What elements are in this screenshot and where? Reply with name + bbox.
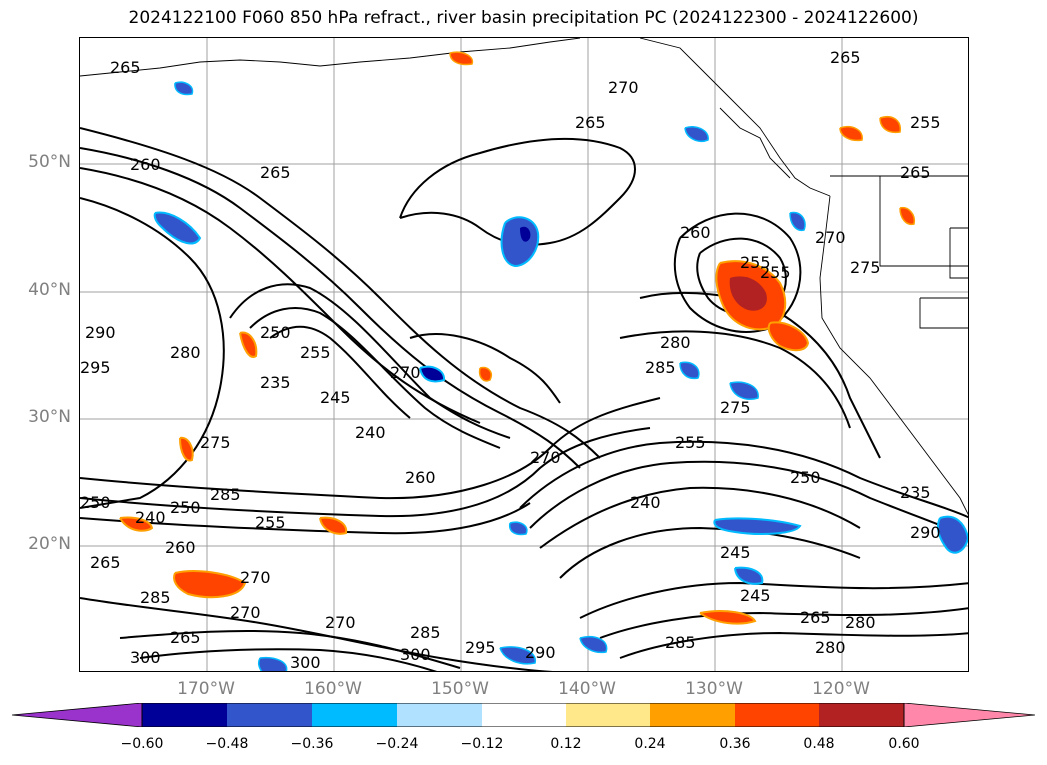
contour-label: 265 [110,58,141,77]
colorbar-tick-label: 0.36 [719,736,751,752]
contour-label: 250 [790,468,821,487]
contour-label: 255 [740,253,771,272]
contour-label: 245 [320,388,351,407]
contour-label: 270 [530,448,561,467]
contour-label: 260 [130,155,161,174]
contour-label: 260 [680,223,711,242]
colorbar-segment [142,703,227,727]
colorbar [12,703,1035,727]
contour-label: 255 [675,433,706,452]
colorbar-extend-low [12,703,143,727]
lon-label: 170°W [177,679,235,699]
lon-label: 160°W [304,679,362,699]
contour-label: 270 [390,363,421,382]
map-panel[interactable]: 265 270 265 260 265 255 250 270 280 265 … [79,37,969,672]
contour-label: 265 [90,553,121,572]
precip-patches [119,51,968,671]
contour-label: 265 [800,608,831,627]
contour-label: 240 [630,493,661,512]
colorbar-tick-label: −0.36 [290,736,334,752]
contour-label: 275 [720,398,751,417]
lat-label: 20°N [28,534,71,554]
contour-label: 260 [165,538,196,557]
contour-label: 260 [405,468,436,487]
colorbar-tick-label: 0.60 [888,736,920,752]
contour-label: 250 [260,323,291,342]
contour-label: 285 [210,485,241,504]
contour-label: 275 [200,433,231,452]
contour-label: 250 [80,493,111,512]
contour-label: 270 [325,613,356,632]
graticule [80,38,968,671]
contour-label: 300 [130,648,161,667]
colorbar-segment [819,703,904,727]
lat-label: 30°N [28,407,71,427]
contour-label: 235 [260,373,291,392]
colorbar-segment [397,703,482,727]
contour-label: 280 [660,333,691,352]
contour-label: 255 [760,263,791,282]
colorbar-tick-label: 0.24 [634,736,666,752]
contour-label: 290 [525,643,556,662]
lat-label: 40°N [28,280,71,300]
contour-label: 270 [240,568,271,587]
colorbar-tick-label: −0.60 [120,736,164,752]
lat-label: 50°N [28,152,71,172]
contour-label: 280 [170,343,201,362]
contour-label: 265 [260,163,291,182]
lon-label: 120°W [812,679,870,699]
contour-label: 285 [140,588,171,607]
colorbar-extend-high [903,703,1035,727]
contour-label: 250 [170,498,201,517]
contour-label: 285 [665,633,696,652]
contour-label: 285 [410,623,441,642]
colorbar-tick-label: −0.48 [205,736,249,752]
contour-label: 255 [300,343,331,362]
colorbar-tick-label: 0.12 [550,736,582,752]
coastlines [80,38,968,516]
colorbar-tick-label: −0.24 [375,736,419,752]
contour-label: 255 [910,113,941,132]
lon-label: 150°W [431,679,489,699]
colorbar-tick-label: −0.12 [460,736,504,752]
colorbar-segment [566,703,650,727]
contour-label: 270 [608,78,639,97]
contour-label: 300 [400,645,431,664]
contour-label: 265 [575,113,606,132]
contour-label: 245 [720,543,751,562]
contour-label: 235 [900,483,931,502]
contour-label: 265 [900,163,931,182]
contour-label: 255 [255,513,286,532]
contour-label: 295 [80,358,111,377]
contour-label: 290 [910,523,941,542]
colorbar-segment [312,703,397,727]
contour-label: 265 [170,628,201,647]
contour-label: 280 [845,613,876,632]
colorbar-segment [482,703,566,727]
contour-label: 280 [815,638,846,657]
contour-label: 285 [645,358,676,377]
contour-labels: 265 270 265 260 265 255 250 270 280 265 … [80,48,941,672]
contour-label: 265 [830,48,861,67]
colorbar-segment [227,703,312,727]
lon-label: 130°W [685,679,743,699]
contour-label: 245 [740,586,771,605]
colorbar-tick-label: 0.48 [803,736,835,752]
colorbar-segment [735,703,819,727]
contour-label: 295 [465,638,496,657]
contour-label: 275 [850,258,881,277]
refractivity-contours [80,127,968,671]
contour-label: 270 [815,228,846,247]
colorbar-segment [650,703,735,727]
contour-label: 300 [290,653,321,672]
contour-label: 240 [135,508,166,527]
lon-label: 140°W [558,679,616,699]
colorbar-outline [141,703,905,727]
chart-title: 2024122100 F060 850 hPa refract., river … [128,8,919,28]
contour-label: 270 [230,603,261,622]
map-plot: 265 270 265 260 265 255 250 270 280 265 … [80,38,968,672]
contour-label: 290 [85,323,116,342]
contour-label: 240 [355,423,386,442]
